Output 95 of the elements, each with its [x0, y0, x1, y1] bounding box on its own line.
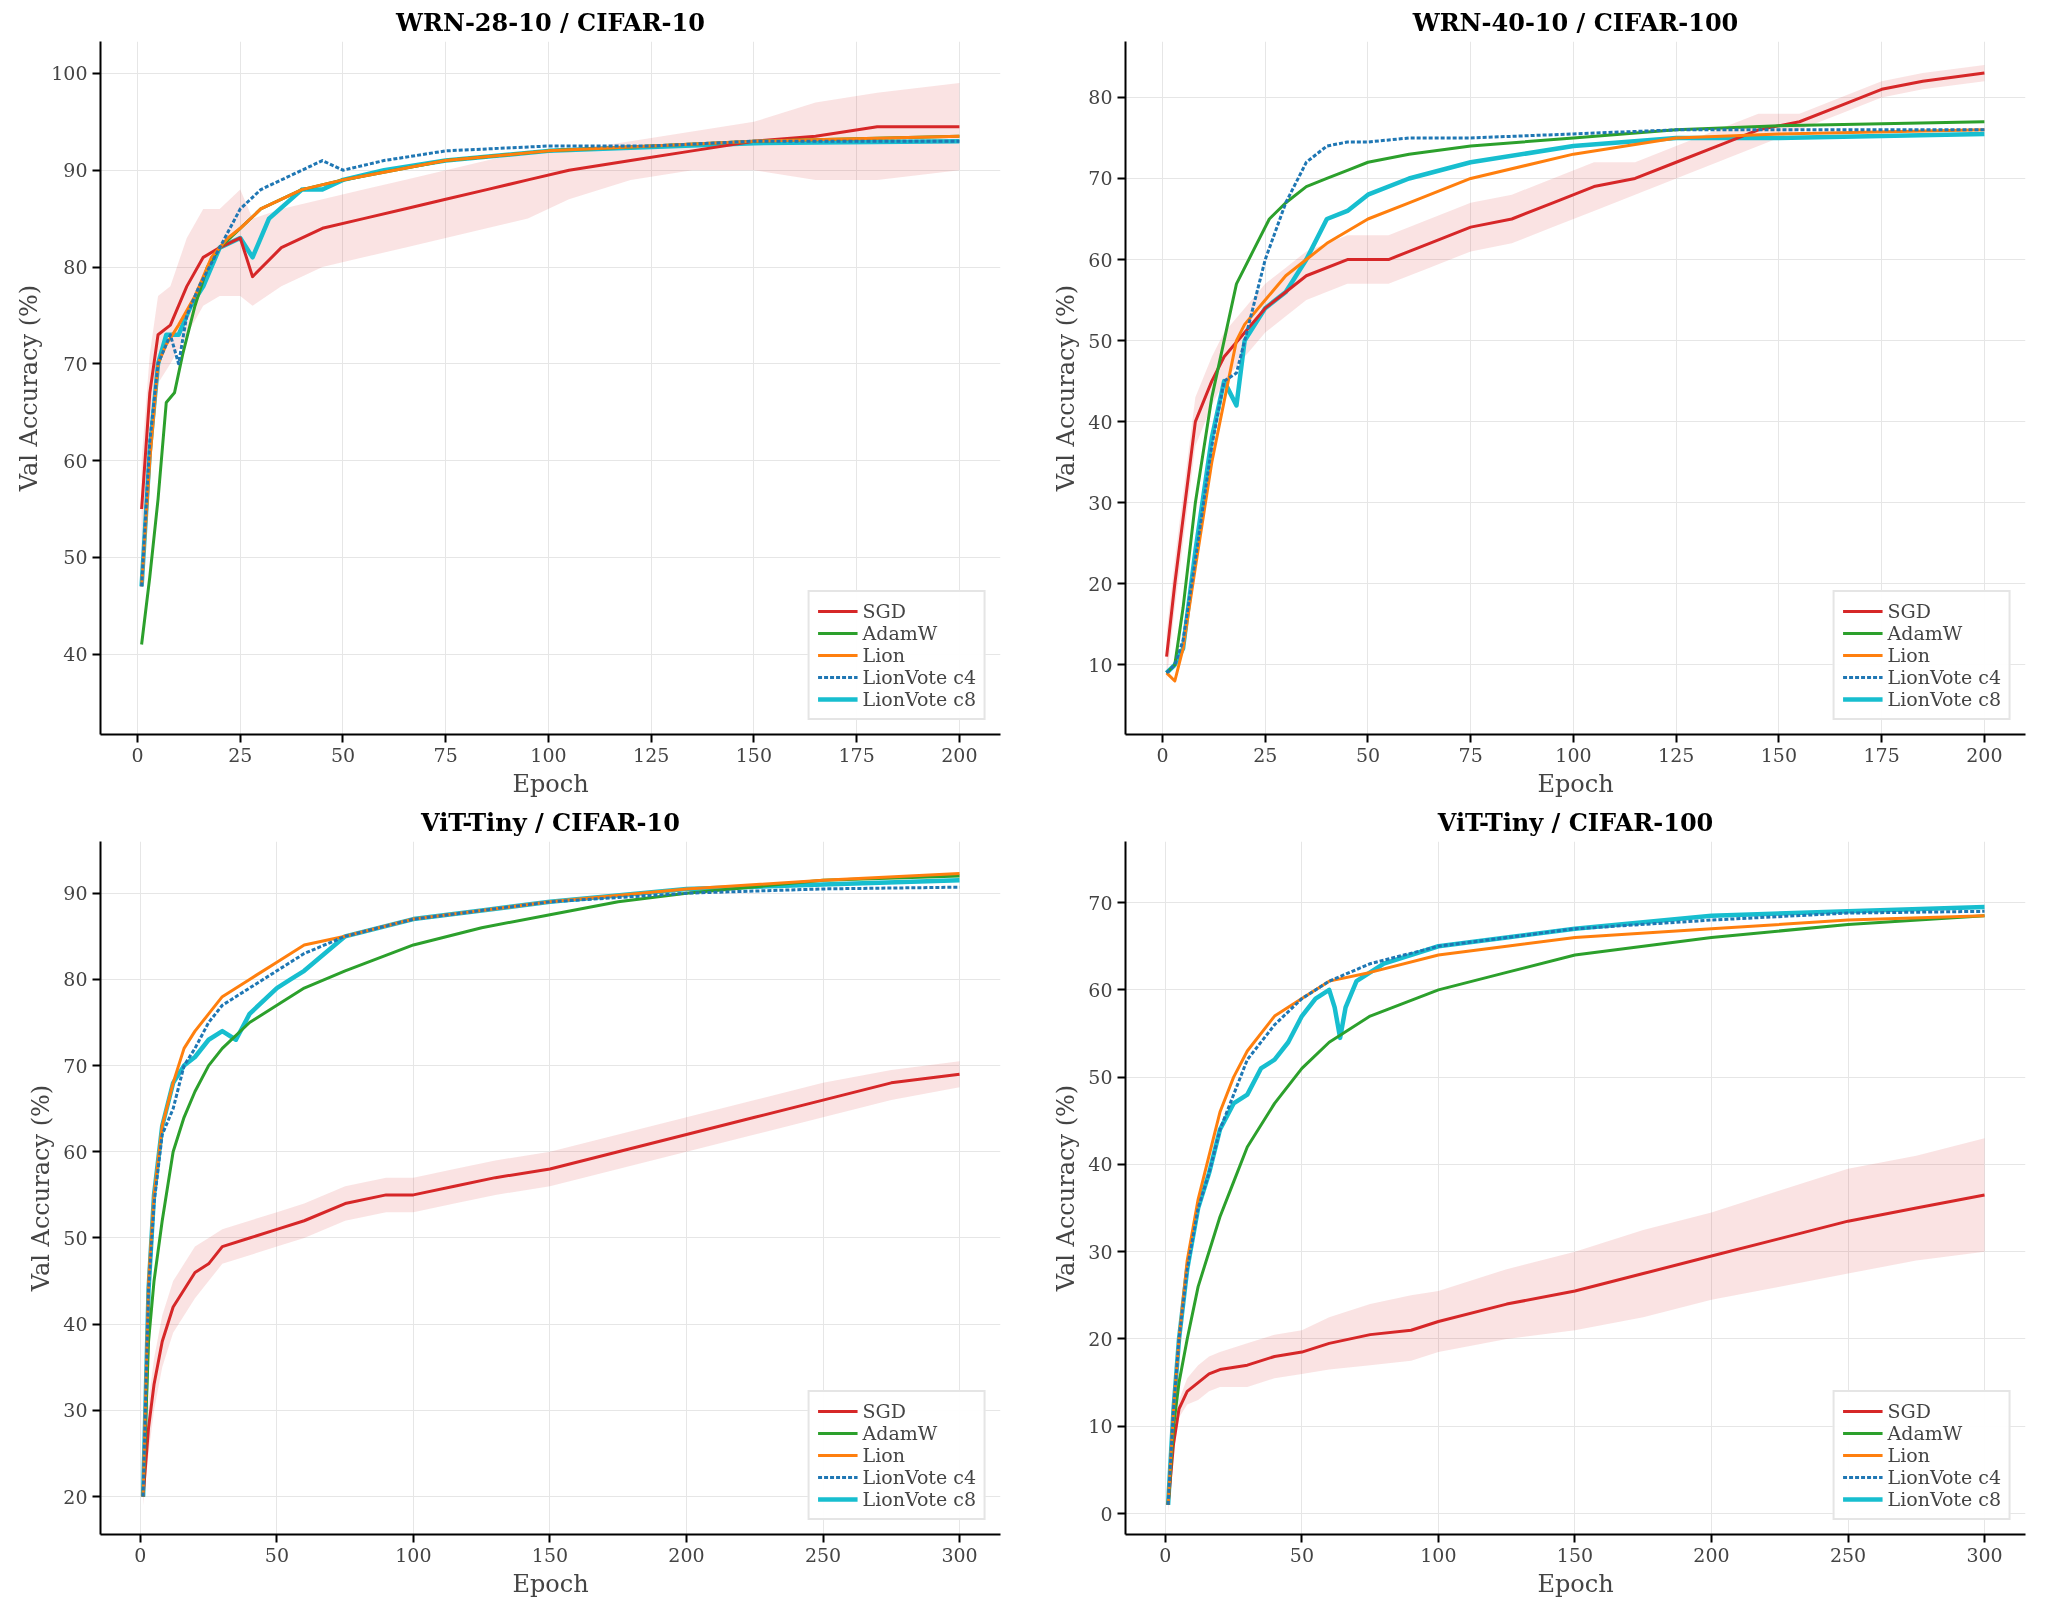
y-tick-label: 90 [63, 882, 88, 905]
x-tick-label: 300 [1966, 1543, 2003, 1566]
legend-label: Lion [1887, 644, 1930, 666]
legend-label: Lion [862, 644, 905, 666]
y-tick-label: 80 [1088, 86, 1113, 109]
legend-label: LionVote c4 [1887, 1466, 2001, 1488]
x-tick-label: 75 [1458, 743, 1483, 766]
y-tick-label: 20 [63, 1485, 88, 1508]
y-tick-label: 70 [1088, 891, 1113, 914]
x-tick-label: 150 [531, 1543, 569, 1566]
x-tick-label: 100 [1555, 743, 1592, 766]
y-tick-label: 70 [63, 1054, 88, 1077]
y-tick-label: 60 [63, 1140, 88, 1163]
y-tick-label: 0 [1100, 1502, 1113, 1525]
y-axis-title: Val Accuracy (%) [1052, 1084, 1081, 1293]
legend-label: Lion [862, 1444, 905, 1466]
y-tick-label: 80 [63, 256, 88, 279]
y-tick-label: 40 [63, 643, 88, 666]
x-tick-label: 150 [735, 743, 773, 766]
legend-label: SGD [1887, 600, 1931, 622]
x-axis-title: Epoch [1537, 1569, 1614, 1598]
chart-title: WRN-28-10 / CIFAR-10 [395, 7, 705, 37]
x-tick-label: 100 [530, 743, 567, 766]
legend-label: LionVote c4 [1887, 666, 2001, 688]
y-tick-label: 60 [1088, 248, 1113, 271]
legend-label: LionVote c8 [1887, 1488, 2001, 1510]
legend-label: SGD [1887, 1400, 1931, 1422]
y-tick-label: 50 [63, 546, 88, 569]
legend-label: AdamW [862, 1422, 938, 1444]
legend-label: AdamW [1887, 622, 1963, 644]
x-tick-label: 200 [668, 1543, 705, 1566]
x-tick-label: 25 [228, 743, 253, 766]
legend-label: Lion [1887, 1444, 1930, 1466]
y-tick-label: 50 [63, 1226, 88, 1249]
y-tick-label: 40 [1088, 410, 1113, 433]
y-tick-label: 70 [63, 352, 88, 375]
x-tick-label: 0 [1156, 743, 1169, 766]
y-tick-label: 90 [63, 159, 88, 182]
x-tick-label: 250 [804, 1543, 842, 1566]
y-tick-label: 80 [63, 968, 88, 991]
chart-title: WRN-40-10 / CIFAR-100 [1411, 7, 1739, 37]
x-tick-label: 75 [433, 743, 458, 766]
x-tick-label: 125 [1658, 743, 1695, 766]
y-tick-label: 60 [1088, 978, 1113, 1001]
y-tick-label: 20 [1088, 572, 1113, 595]
y-tick-label: 10 [1088, 653, 1113, 676]
y-tick-label: 50 [1088, 1066, 1113, 1089]
x-tick-label: 100 [1420, 1543, 1457, 1566]
x-tick-label: 100 [395, 1543, 432, 1566]
y-tick-label: 30 [1088, 1240, 1113, 1263]
legend-label: LionVote c8 [1887, 688, 2001, 710]
x-tick-label: 125 [633, 743, 670, 766]
x-tick-label: 200 [1693, 1543, 1730, 1566]
x-axis-title: Epoch [1537, 769, 1614, 798]
y-tick-label: 10 [1088, 1415, 1113, 1438]
legend-label: LionVote c4 [862, 1466, 976, 1488]
x-tick-label: 50 [264, 1543, 289, 1566]
y-axis-title: Val Accuracy (%) [27, 1084, 56, 1293]
x-axis-title: Epoch [512, 1569, 589, 1598]
x-tick-label: 0 [131, 743, 144, 766]
x-tick-label: 300 [941, 1543, 978, 1566]
x-tick-label: 175 [1863, 743, 1900, 766]
x-tick-label: 50 [1355, 743, 1381, 766]
x-tick-label: 200 [1966, 743, 2003, 766]
x-tick-label: 0 [1159, 1543, 1172, 1566]
x-tick-label: 25 [1253, 743, 1278, 766]
x-tick-label: 150 [1556, 1543, 1594, 1566]
x-axis-title: Epoch [512, 769, 589, 798]
y-tick-label: 30 [63, 1399, 88, 1422]
chart-title: ViT-Tiny / CIFAR-100 [1436, 807, 1714, 837]
y-tick-label: 20 [1088, 1327, 1113, 1350]
y-tick-label: 60 [63, 449, 88, 472]
legend-label: LionVote c8 [862, 1488, 976, 1510]
x-tick-label: 175 [838, 743, 875, 766]
y-tick-label: 40 [63, 1313, 88, 1336]
legend-label: AdamW [862, 622, 938, 644]
legend-label: LionVote c8 [862, 688, 976, 710]
y-tick-label: 70 [1088, 167, 1113, 190]
x-tick-label: 50 [330, 743, 356, 766]
y-tick-label: 30 [1088, 491, 1113, 514]
y-tick-label: 50 [1088, 329, 1113, 352]
legend-label: LionVote c4 [862, 666, 976, 688]
x-tick-label: 150 [1760, 743, 1798, 766]
x-tick-label: 0 [134, 1543, 147, 1566]
x-tick-label: 50 [1289, 1543, 1314, 1566]
y-axis-title: Val Accuracy (%) [1052, 284, 1081, 493]
chart-title: ViT-Tiny / CIFAR-10 [420, 807, 680, 837]
legend-label: AdamW [1887, 1422, 1963, 1444]
y-tick-label: 40 [1088, 1153, 1113, 1176]
x-tick-label: 250 [1829, 1543, 1867, 1566]
x-tick-label: 200 [941, 743, 978, 766]
legend-label: SGD [862, 600, 906, 622]
legend-label: SGD [862, 1400, 906, 1422]
y-axis-title: Val Accuracy (%) [15, 284, 44, 493]
y-tick-label: 100 [51, 62, 88, 85]
